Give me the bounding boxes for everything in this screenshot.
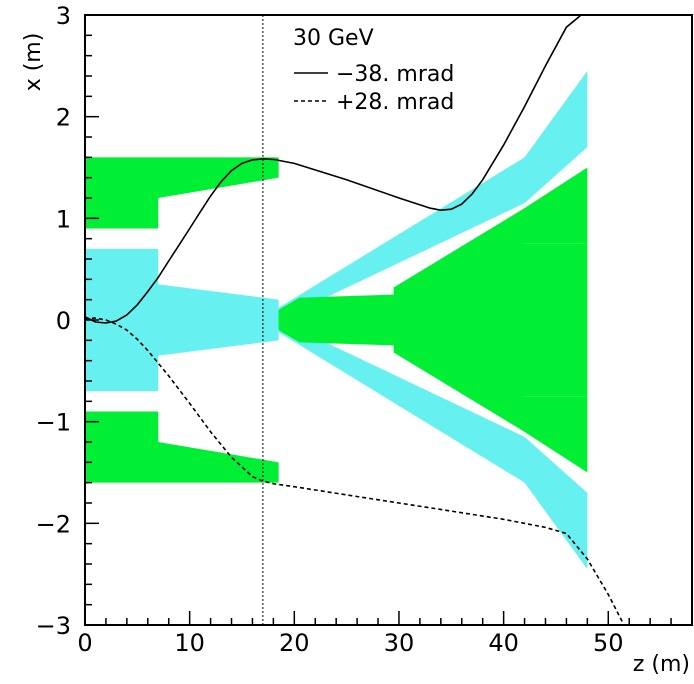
legend-series-1-label: −38. mrad <box>336 62 454 87</box>
y-tick-label: −3 <box>36 612 71 640</box>
band-4 <box>278 320 588 570</box>
trajectory-lines <box>85 15 625 625</box>
band-1 <box>85 411 279 483</box>
x-tick-label: 10 <box>174 629 205 657</box>
y-tick-label: 2 <box>56 104 71 132</box>
y-axis-label: x (m) <box>21 33 46 92</box>
band-7 <box>393 327 588 473</box>
legend-title: 30 GeV <box>293 26 374 51</box>
y-tick-label: −2 <box>36 510 71 538</box>
band-5 <box>278 243 588 397</box>
legend: 30 GeV −38. mrad +28. mrad <box>293 26 454 115</box>
beam-envelope-bands <box>85 70 588 570</box>
series-line-2 <box>85 317 625 625</box>
x-tick-label: 0 <box>77 629 92 657</box>
y-tick-label: 0 <box>56 307 71 335</box>
band-6 <box>393 167 588 313</box>
legend-series-2-label: +28. mrad <box>336 90 454 115</box>
y-tick-label: −1 <box>36 409 71 437</box>
axis-tick-labels: 0 10 20 30 40 50 −3 −2 −1 0 1 2 3 <box>36 2 624 657</box>
y-tick-label: 1 <box>56 205 71 233</box>
series-line-1 <box>85 15 582 324</box>
x-tick-label: 20 <box>279 629 310 657</box>
x-tick-label: 50 <box>593 629 624 657</box>
band-0 <box>85 157 279 229</box>
band-2 <box>85 248 279 392</box>
axis-ticks <box>84 14 693 626</box>
band-3 <box>278 70 588 321</box>
x-axis-label: z (m) <box>633 652 690 677</box>
x-tick-label: 40 <box>488 629 519 657</box>
y-tick-label: 3 <box>56 2 71 30</box>
x-tick-label: 30 <box>384 629 415 657</box>
